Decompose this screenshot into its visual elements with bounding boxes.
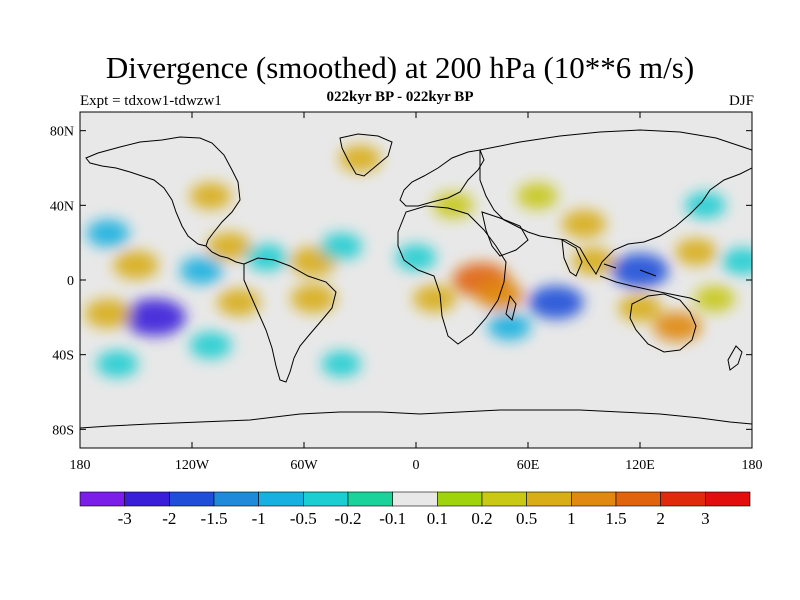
field-anomaly-24 xyxy=(561,209,607,239)
experiment-label: Expt = tdxow1-tdwzw1 xyxy=(80,93,222,109)
coastline-north-america xyxy=(85,136,241,247)
field-anomaly-13 xyxy=(320,232,363,260)
lon-tick-label: 0 xyxy=(413,458,420,473)
field-anomaly-26 xyxy=(611,253,669,289)
colorbar-swatch xyxy=(79,491,125,507)
colorbar-swatch xyxy=(169,491,215,507)
lon-tick-label: 120E xyxy=(625,458,655,473)
colorbar-label: 1 xyxy=(567,509,576,528)
field-anomaly-25 xyxy=(571,247,615,276)
colorbar-label: 0.2 xyxy=(471,509,492,528)
lat-tick-label: 80N xyxy=(50,125,74,140)
field-anomaly-29 xyxy=(675,238,717,266)
field-anomaly-18 xyxy=(432,192,474,219)
page-title: Divergence (smoothed) at 200 hPa (10**6 … xyxy=(105,50,695,85)
colorbar-label: -2 xyxy=(162,509,176,528)
field-anomaly-9 xyxy=(217,288,261,317)
field-anomaly-23 xyxy=(528,285,584,320)
lat-tick-label: 40N xyxy=(50,199,74,214)
colorbar-swatch xyxy=(705,491,751,507)
field-anomaly-7 xyxy=(179,256,223,285)
coastline-greenland xyxy=(339,133,393,177)
coastline-africa xyxy=(397,205,507,345)
colorbar-label: 1.5 xyxy=(605,509,626,528)
lat-tick-label: 80S xyxy=(52,423,74,438)
field-anomaly-2 xyxy=(123,298,186,336)
lon-tick-label: 60E xyxy=(517,458,540,473)
field-anomaly-4 xyxy=(96,350,139,378)
period-label: 022kyr BP - 022kyr BP xyxy=(326,89,474,105)
coastline-indonesia xyxy=(599,263,701,303)
field-anomaly-5 xyxy=(189,182,232,210)
coastline-arabia xyxy=(481,211,529,257)
field-anomaly-10 xyxy=(189,331,232,359)
field-anomaly-32 xyxy=(694,285,736,312)
colorbar-swatch xyxy=(347,491,393,507)
colorbar-swatch xyxy=(481,491,527,507)
lon-tick-label: 60W xyxy=(290,458,318,473)
field-anomaly-0 xyxy=(86,219,130,248)
lon-tick-label: 120W xyxy=(175,458,210,473)
field-anomaly-15 xyxy=(339,145,381,173)
colorbar-swatch xyxy=(258,491,304,507)
field-anomaly-12 xyxy=(290,284,337,314)
lat-tick-label: 0 xyxy=(67,274,74,289)
field-anomaly-22 xyxy=(516,182,558,210)
field-anomaly-30 xyxy=(684,192,726,219)
coastline-new-zealand xyxy=(727,345,743,371)
lat-axis: 80N 40N 0 40S 80S xyxy=(50,125,752,438)
lon-axis: 180 120W 60W 0 60E 120E 180 xyxy=(70,112,763,473)
colorbar-swatch xyxy=(392,491,438,507)
season-label: DJF xyxy=(728,93,754,109)
colorbar: -3 -2 -1.5 -1 -0.5 -0.2 -0.1 0.1 0.2 0.5 1 1.5 2 3 xyxy=(79,491,751,528)
field-anomaly-1 xyxy=(113,250,159,280)
divergence-field xyxy=(84,145,752,378)
field-anomaly-31 xyxy=(721,247,752,275)
colorbar-label: -1 xyxy=(252,509,266,528)
lon-tick-label: 180 xyxy=(742,458,763,473)
coastline-europe xyxy=(399,149,485,207)
colorbar-label: 0.1 xyxy=(427,509,448,528)
colorbar-label: -0.1 xyxy=(379,509,406,528)
coastline-central-america xyxy=(205,245,245,265)
colorbar-swatch xyxy=(526,491,572,507)
coastline-australia xyxy=(629,293,697,353)
coastline-south-america xyxy=(243,257,337,383)
colorbar-label: -0.5 xyxy=(290,509,317,528)
colorbar-label: 3 xyxy=(701,509,710,528)
colorbar-label: -3 xyxy=(118,509,132,528)
field-anomaly-14 xyxy=(321,351,362,377)
colorbar-label: 2 xyxy=(656,509,665,528)
colorbar-label: -1.5 xyxy=(201,509,228,528)
field-anomaly-17 xyxy=(413,284,457,313)
field-anomaly-28 xyxy=(653,311,702,342)
field-anomaly-27 xyxy=(618,294,662,322)
field-anomaly-8 xyxy=(245,244,288,272)
field-anomaly-6 xyxy=(207,232,252,261)
lat-tick-label: 40S xyxy=(52,349,74,364)
colorbar-label: 0.5 xyxy=(516,509,537,528)
colorbar-swatch xyxy=(124,491,170,507)
lon-tick-label: 180 xyxy=(70,458,91,473)
field-anomaly-16 xyxy=(395,244,437,271)
field-anomaly-3 xyxy=(84,298,132,329)
colorbar-swatch xyxy=(571,491,617,507)
coastline-india xyxy=(561,239,583,277)
colorbar-label: -0.2 xyxy=(335,509,362,528)
field-anomaly-21 xyxy=(487,312,531,341)
colorbar-swatch xyxy=(213,491,259,507)
colorbar-swatch xyxy=(437,491,483,507)
coastline-antarctica xyxy=(80,409,752,429)
coastlines xyxy=(80,129,752,429)
colorbar-swatch xyxy=(660,491,706,507)
colorbar-swatch xyxy=(303,491,349,507)
coastline-madagascar xyxy=(505,294,517,321)
colorbar-swatch xyxy=(615,491,661,507)
